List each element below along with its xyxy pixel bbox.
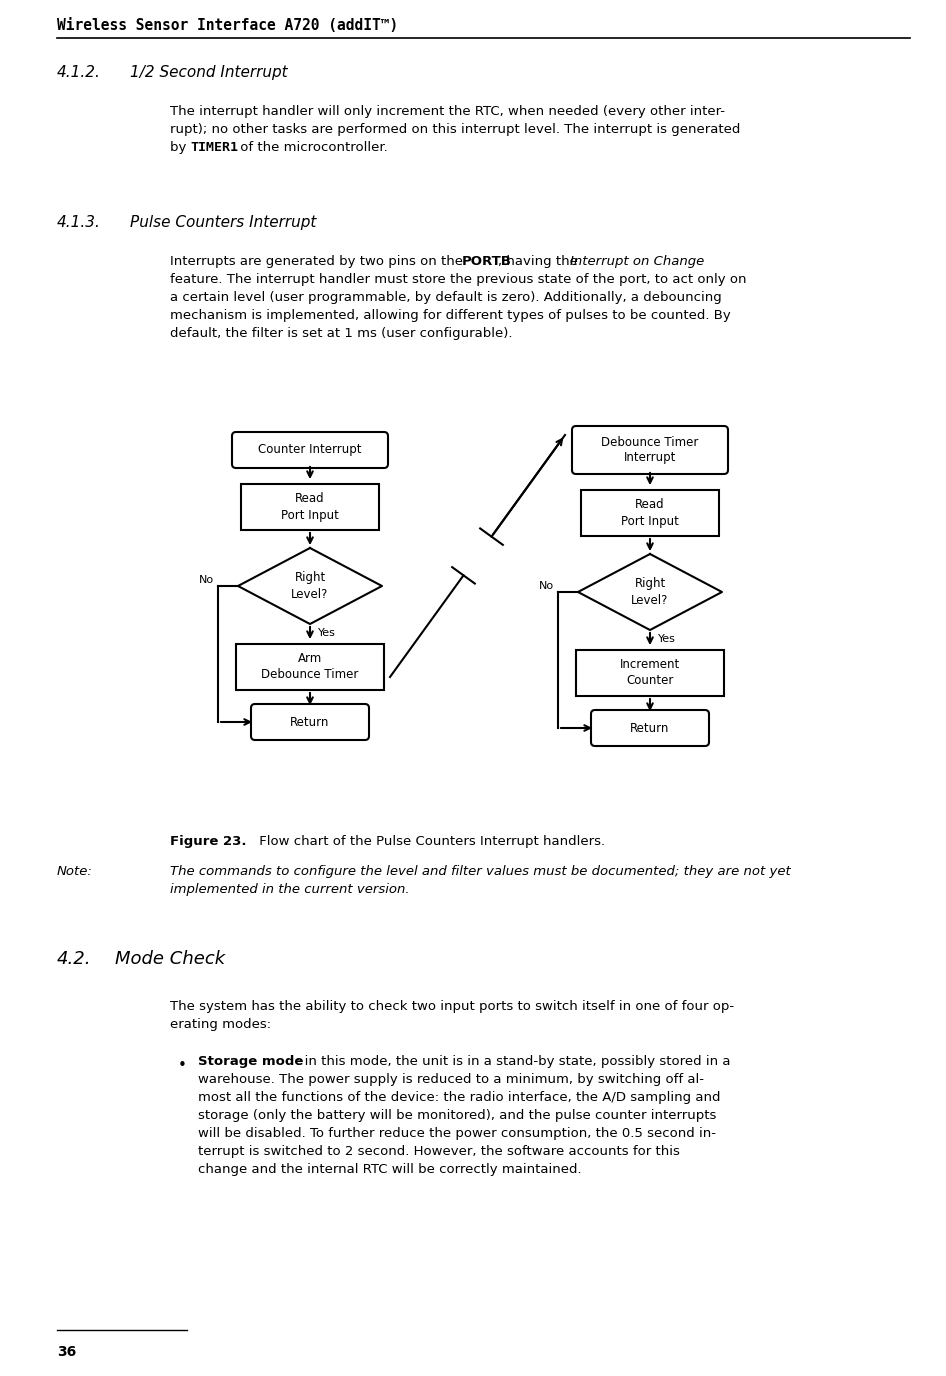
Text: Storage mode: Storage mode [198,1055,304,1068]
Text: : in this mode, the unit is in a stand-by state, possibly stored in a: : in this mode, the unit is in a stand-b… [296,1055,730,1068]
Text: most all the functions of the device: the radio interface, the A/D sampling and: most all the functions of the device: th… [198,1091,721,1104]
Bar [241,484,379,530]
Text: Interrupt on Change: Interrupt on Change [570,255,704,268]
Text: Counter Interrupt: Counter Interrupt [258,443,361,457]
Text: No: No [539,581,554,592]
FancyBboxPatch shape [591,710,709,746]
Text: PORTB: PORTB [462,255,512,268]
FancyBboxPatch shape [572,427,728,473]
Text: Wireless Sensor Interface A720 (addIT™): Wireless Sensor Interface A720 (addIT™) [57,18,398,33]
Text: The system has the ability to check two input ports to switch itself in one of f: The system has the ability to check two … [170,1000,734,1013]
Text: 4.1.2.: 4.1.2. [57,65,101,80]
Text: terrupt is switched to 2 second. However, the software accounts for this: terrupt is switched to 2 second. However… [198,1145,680,1159]
Text: Debounce Timer
Interrupt: Debounce Timer Interrupt [602,435,699,465]
Text: Arm
Debounce Timer: Arm Debounce Timer [261,652,359,681]
Text: implemented in the current version.: implemented in the current version. [170,883,410,896]
Text: Flow chart of the Pulse Counters Interrupt handlers.: Flow chart of the Pulse Counters Interru… [238,835,605,848]
Text: Read
Port Input: Read Port Input [622,498,679,527]
Text: •: • [178,1058,186,1073]
Text: Yes: Yes [658,634,675,644]
Text: Pulse Counters Interrupt: Pulse Counters Interrupt [130,215,316,230]
Bar [236,644,384,689]
FancyBboxPatch shape [251,705,369,740]
Text: Interrupts are generated by two pins on the: Interrupts are generated by two pins on … [170,255,467,268]
Text: by: by [170,140,191,154]
Text: rupt); no other tasks are performed on this interrupt level. The interrupt is ge: rupt); no other tasks are performed on t… [170,122,741,136]
Text: Right
Level?: Right Level? [291,571,328,600]
Text: Return: Return [630,721,670,735]
Text: TIMER1: TIMER1 [190,140,238,154]
Text: 1/2 Second Interrupt: 1/2 Second Interrupt [130,65,288,80]
FancyBboxPatch shape [232,432,388,468]
Text: Read
Port Input: Read Port Input [281,493,339,522]
Text: Right
Level?: Right Level? [631,578,669,607]
Text: feature. The interrupt handler must store the previous state of the port, to act: feature. The interrupt handler must stor… [170,272,746,286]
Text: a certain level (user programmable, by default is zero). Additionally, a debounc: a certain level (user programmable, by d… [170,290,722,304]
Bar [576,649,724,696]
Text: change and the internal RTC will be correctly maintained.: change and the internal RTC will be corr… [198,1163,582,1176]
Text: Return: Return [290,716,330,728]
Text: storage (only the battery will be monitored), and the pulse counter interrupts: storage (only the battery will be monito… [198,1109,716,1121]
Text: 4.1.3.: 4.1.3. [57,215,101,230]
Text: mechanism is implemented, allowing for different types of pulses to be counted. : mechanism is implemented, allowing for d… [170,310,730,322]
Text: , having the: , having the [498,255,582,268]
Text: No: No [199,575,214,585]
Text: erating modes:: erating modes: [170,1018,272,1031]
Bar [581,490,719,537]
Text: warehouse. The power supply is reduced to a minimum, by switching off al-: warehouse. The power supply is reduced t… [198,1073,704,1086]
Text: Increment
Counter: Increment Counter [620,659,680,688]
Text: Note:: Note: [57,866,93,878]
Text: 4.2.: 4.2. [57,949,92,967]
Text: will be disabled. To further reduce the power consumption, the 0.5 second in-: will be disabled. To further reduce the … [198,1127,716,1139]
Text: Mode Check: Mode Check [115,949,225,967]
Text: The commands to configure the level and filter values must be documented; they a: The commands to configure the level and … [170,866,791,878]
Text: 36: 36 [57,1344,77,1359]
Text: default, the filter is set at 1 ms (user configurable).: default, the filter is set at 1 ms (user… [170,327,513,340]
Text: Figure 23.: Figure 23. [170,835,247,848]
Text: of the microcontroller.: of the microcontroller. [236,140,388,154]
Text: Yes: Yes [318,627,336,638]
Text: The interrupt handler will only increment the RTC, when needed (every other inte: The interrupt handler will only incremen… [170,105,725,118]
